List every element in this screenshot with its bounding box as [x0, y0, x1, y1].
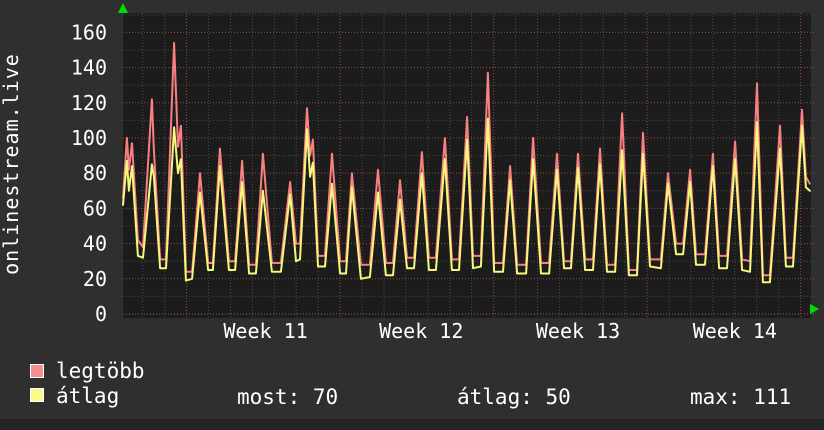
series-line-avg: [122, 117, 811, 284]
y-tick-label: 40: [83, 232, 107, 256]
x-axis-arrow-icon: [810, 304, 819, 314]
stat-max-value: 111: [753, 385, 792, 409]
y-tick-label: 60: [83, 196, 107, 220]
y-tick-label: 100: [71, 126, 107, 150]
graph-title: onlinestream.live: [0, 53, 23, 275]
y-tick-label: 20: [83, 267, 107, 291]
legend-label-avg: átlag: [56, 384, 120, 408]
legend-swatch-avg: [30, 388, 44, 402]
y-tick-label: 80: [83, 161, 107, 185]
plot-area: [123, 13, 811, 318]
stat-most-label: most:: [237, 385, 301, 409]
y-tick-label: 120: [71, 91, 107, 115]
footer-strip: [0, 419, 824, 430]
stat-max-label: max:: [690, 385, 741, 409]
x-tick-label: Week 12: [379, 319, 463, 343]
stat-most-value: 70: [312, 385, 339, 409]
legend-swatch-max: [30, 364, 44, 378]
y-tick-label: 160: [71, 20, 107, 44]
stat-max: max: 111: [690, 385, 791, 409]
y-tick-label: 140: [71, 56, 107, 80]
x-tick-label: Week 11: [223, 319, 307, 343]
y-tick-label: 0: [95, 302, 107, 326]
y-axis-arrow-icon: [118, 3, 128, 13]
x-tick-label: Week 13: [536, 319, 620, 343]
x-tick-label: Week 14: [693, 319, 777, 343]
legend-label-max: legtöbb: [56, 359, 145, 383]
stat-most: most: 70: [237, 385, 338, 409]
stat-atlag: átlag: 50: [457, 385, 571, 409]
stat-atlag-value: 50: [545, 385, 571, 409]
stat-atlag-label: átlag:: [457, 385, 533, 409]
